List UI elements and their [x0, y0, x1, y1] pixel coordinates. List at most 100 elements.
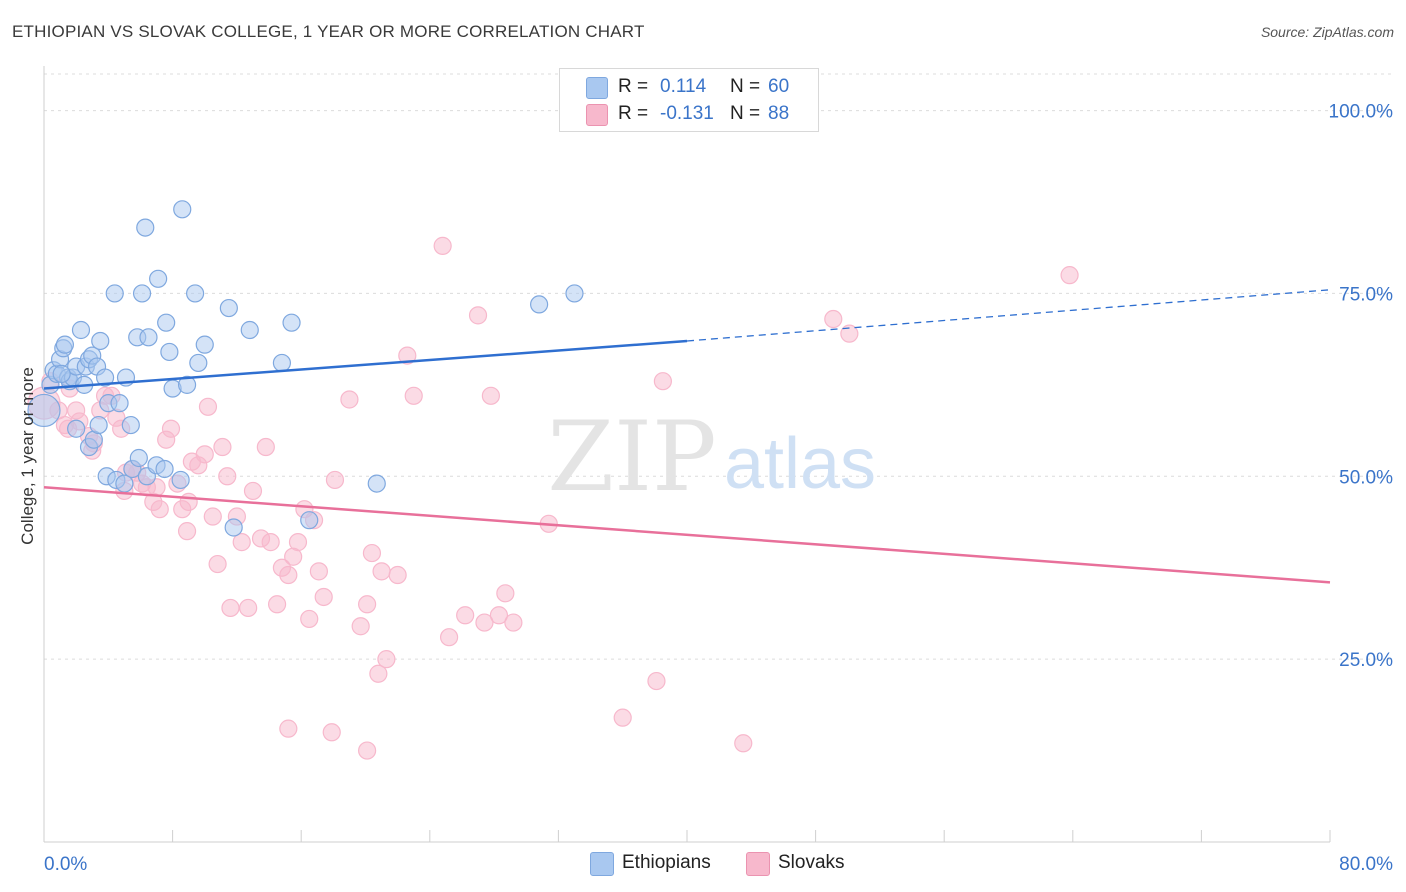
ethiopians-legend-swatch [590, 852, 614, 876]
ethiopians-point [55, 335, 74, 354]
slovaks-point [468, 306, 488, 325]
y-tick-label: 25.0% [1339, 650, 1393, 671]
legend-r-label: R = [618, 76, 649, 97]
slovaks-point [279, 565, 298, 585]
chart-title: ETHIOPIAN VS SLOVAK COLLEGE, 1 YEAR OR M… [12, 22, 645, 41]
slovaks-legend-swatch [746, 852, 770, 876]
ethiopians-point [160, 342, 179, 362]
slovaks-point [496, 584, 515, 603]
slovaks-point [824, 309, 843, 329]
slovaks-point [213, 437, 232, 457]
ethiopians-point [155, 459, 174, 479]
slovaks-point [398, 346, 417, 365]
ethiopians-point [565, 284, 584, 303]
slovaks-point [256, 437, 275, 457]
ethiopians-legend-label: Ethiopians [622, 852, 711, 873]
tick-labels: 25.0% 50.0% 75.0% 100.0% 0.0% 80.0% [44, 102, 1393, 875]
ethiopians-point [89, 415, 108, 435]
slovaks-swatch [586, 104, 608, 126]
slovaks-point [372, 562, 391, 581]
y-axis-title: College, 1 year or more [18, 367, 37, 545]
ethiopians-point [219, 298, 238, 318]
legend-n-label: N = [730, 103, 761, 124]
ethiopians-point [139, 328, 158, 347]
trendlines [43, 289, 1331, 584]
watermark-atlas: atlas [724, 424, 876, 504]
ethiopians-trendline-extension [686, 289, 1331, 342]
slovaks-point [377, 650, 396, 669]
slovaks-point [239, 598, 258, 618]
slovaks-point [195, 445, 214, 464]
slovaks-point [218, 467, 237, 486]
x-tick-label: 80.0% [1339, 854, 1393, 875]
slovaks-point [475, 613, 494, 632]
slovaks-point [358, 595, 377, 614]
ethiopians-point [157, 313, 176, 332]
ethiopians-point [52, 364, 71, 383]
slovaks-point [177, 522, 197, 541]
ethiopians-point [121, 415, 140, 435]
x-tick-label: 0.0% [44, 854, 87, 875]
slovaks-point [647, 671, 666, 691]
slovaks-point [404, 386, 423, 405]
ethiopians-point [171, 470, 190, 490]
ethiopians-point [173, 200, 192, 219]
watermark: ZIP atlas [547, 401, 876, 513]
slovaks-point [267, 595, 287, 614]
ethiopians-point [530, 295, 549, 314]
slovaks-point [309, 562, 328, 581]
legend-r-value: 0.114 [660, 76, 707, 97]
slovaks-point [261, 533, 280, 552]
ethiopians-point [240, 320, 259, 340]
slovaks-point [322, 723, 341, 742]
slovaks-point [369, 664, 388, 683]
ethiopians-point [95, 368, 115, 387]
slovaks-point [161, 419, 181, 438]
ethiopians-point [132, 284, 152, 303]
slovaks-point [362, 543, 382, 563]
slovaks-point [351, 617, 370, 636]
legend-n-label: N = [730, 76, 761, 97]
slovaks-trendline [43, 486, 1331, 584]
ethiopians-point [105, 284, 124, 303]
ethiopians-point [129, 448, 148, 468]
ethiopians-point [177, 375, 197, 394]
ethiopians-point [224, 518, 243, 537]
slovaks-point [300, 609, 319, 629]
slovaks-point [388, 565, 407, 585]
ethiopians-point [300, 511, 319, 530]
ethiopians-point [67, 419, 86, 438]
slovaks-point [198, 397, 218, 416]
ethiopians-point [282, 313, 301, 332]
source-label: Source: ZipAtlas.com [1260, 24, 1394, 40]
legend-n-value: 88 [768, 103, 790, 124]
y-tick-label: 100.0% [1329, 102, 1394, 123]
slovaks-point [1060, 266, 1079, 285]
slovaks-point [481, 386, 500, 405]
slovaks-point [489, 606, 509, 625]
slovaks-point [504, 613, 523, 632]
slovaks-point [221, 598, 240, 618]
slovaks-point [734, 734, 753, 753]
slovaks-point [232, 533, 251, 552]
legend-n-value: 60 [768, 76, 790, 97]
legend-r-value: -0.131 [660, 103, 714, 124]
slovaks-point [439, 628, 459, 647]
ethiopians-point [189, 353, 208, 373]
ethiopians-trendline [43, 339, 688, 390]
slovaks-point [243, 481, 263, 501]
slovaks-point [325, 470, 345, 490]
ethiopians-point [27, 393, 61, 428]
slovaks-point [840, 324, 859, 343]
slovaks-point [340, 390, 359, 409]
slovaks-point [653, 372, 672, 391]
slovaks-point [288, 533, 308, 552]
axes [43, 66, 1331, 843]
ethiopians-point [149, 269, 168, 288]
ethiopians-point [367, 474, 386, 493]
ethiopians-points [27, 200, 584, 537]
slovaks-point [279, 719, 298, 738]
y-tick-label: 50.0% [1339, 467, 1393, 488]
y-tick-label: 75.0% [1339, 284, 1393, 305]
